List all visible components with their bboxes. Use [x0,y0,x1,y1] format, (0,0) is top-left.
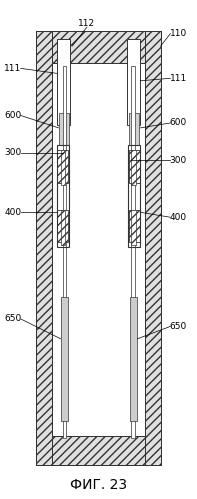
Bar [52,436,145,466]
Text: 300: 300 [4,148,22,157]
Text: 110: 110 [169,29,187,38]
Bar [59,113,69,145]
Text: 111: 111 [169,74,187,83]
Bar [63,66,66,438]
Text: 111: 111 [4,64,22,73]
Text: 400: 400 [5,208,22,217]
Bar [129,210,140,242]
Bar [131,66,135,438]
Text: 650: 650 [169,322,187,331]
Bar [52,436,145,466]
Bar [52,31,145,63]
Bar [131,210,136,245]
Bar [61,296,68,421]
Bar [52,31,145,63]
Bar [131,150,136,185]
Text: 650: 650 [4,314,22,323]
Bar [57,38,70,125]
Bar [145,31,161,466]
Bar [36,31,52,466]
Text: 600: 600 [169,118,187,127]
Bar [130,296,137,421]
Bar [145,31,161,466]
Bar [57,210,68,242]
Text: 300: 300 [169,156,187,165]
Text: ФИГ. 23: ФИГ. 23 [70,478,127,492]
Bar [57,145,69,247]
Bar [127,38,140,125]
Bar [129,113,139,145]
Bar [128,145,140,247]
Bar [61,150,65,185]
Text: 112: 112 [78,19,95,28]
Bar [36,31,161,466]
Text: 600: 600 [4,111,22,120]
Text: 400: 400 [170,213,187,222]
Bar [61,210,65,245]
Bar [129,150,140,183]
Bar [52,31,145,466]
Bar [57,150,68,183]
Bar [36,31,52,466]
